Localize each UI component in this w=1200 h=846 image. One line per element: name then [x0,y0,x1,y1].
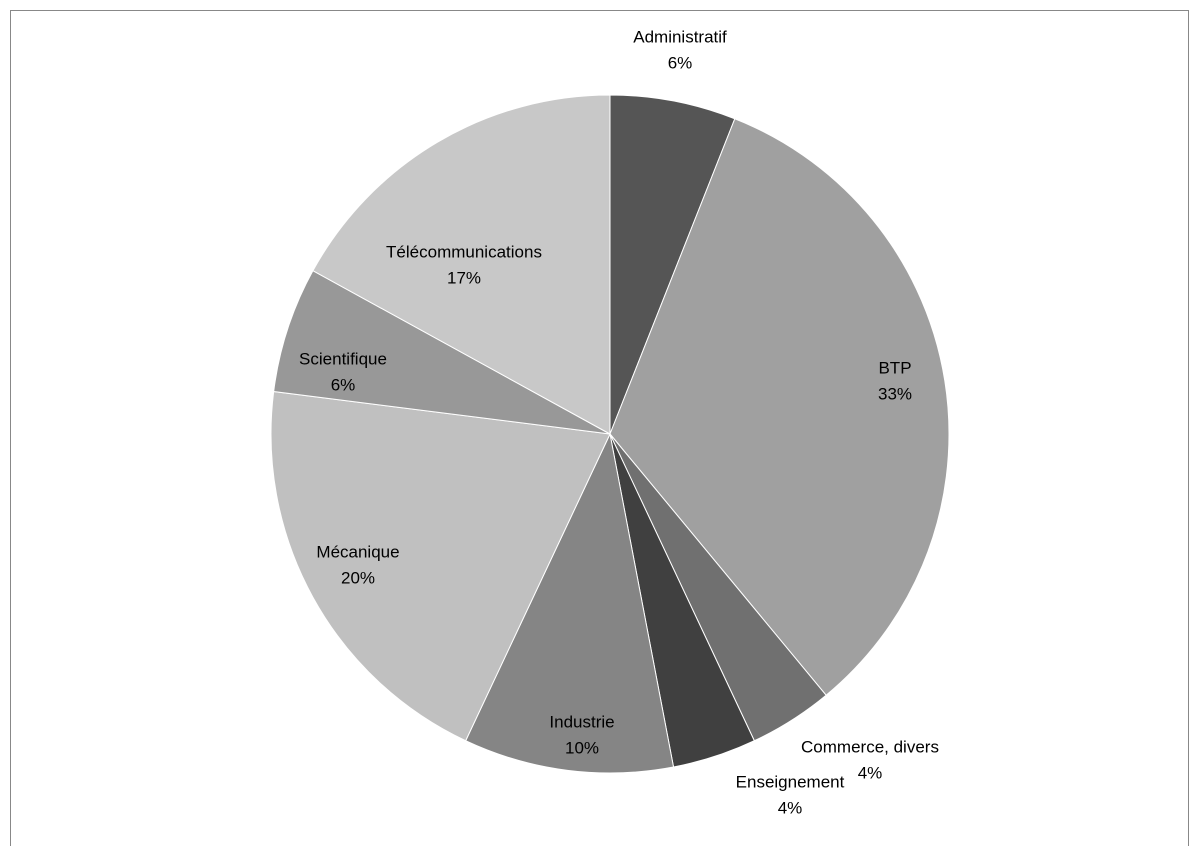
slice-label: Administratif [633,27,727,46]
slice-label: Industrie [549,712,614,731]
pie-slice [273,270,611,435]
slice-value-label: 33% [878,384,912,403]
slice-label: BTP [878,358,911,377]
slice-value-label: 10% [565,738,599,757]
slice-label: Scientifique [299,349,387,368]
pie-slice [312,94,611,435]
slice-value-label: 4% [778,798,803,817]
pie-slice [609,94,736,435]
slice-label: Télécommunications [386,242,542,261]
slice-label: Enseignement [736,772,845,791]
pie-slice [270,390,611,742]
pie-slice [609,118,950,696]
slice-value-label: 6% [668,53,693,72]
slice-label: Commerce, divers [801,737,939,756]
pie-slice [464,432,675,774]
slice-label: Mécanique [316,542,399,561]
slice-value-label: 20% [341,568,375,587]
slice-value-label: 6% [331,375,356,394]
slice-value-label: 17% [447,268,481,287]
slice-value-label: 4% [858,763,883,782]
